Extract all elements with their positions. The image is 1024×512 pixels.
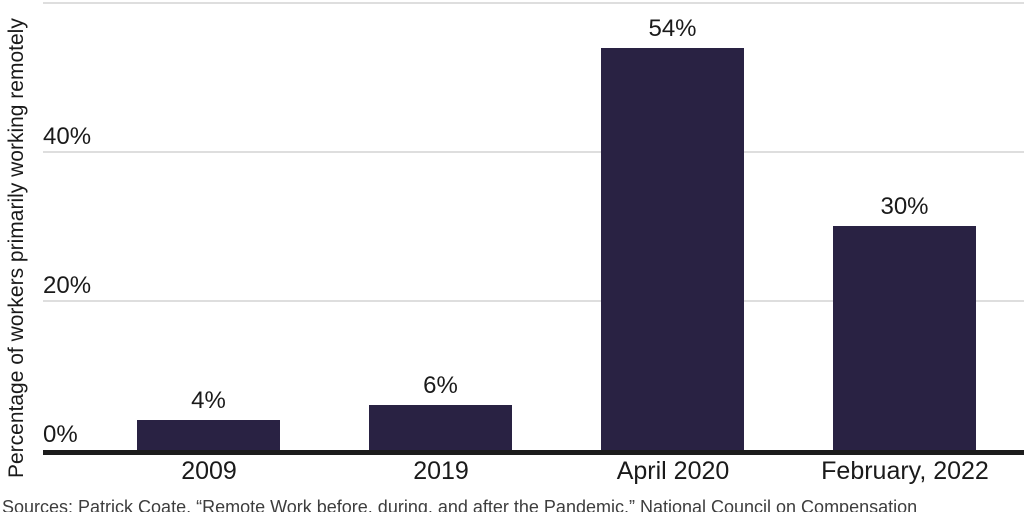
x-axis-line xyxy=(43,450,1024,455)
x-axis-label: 2009 xyxy=(181,457,237,485)
bar-value-label: 54% xyxy=(648,15,697,42)
x-axis-label: 2019 xyxy=(413,457,469,485)
source-note: Sources: Patrick Coate, “Remote Work bef… xyxy=(2,497,918,512)
bar-value-label: 4% xyxy=(191,387,226,414)
bar xyxy=(833,226,976,450)
x-axis-label: February, 2022 xyxy=(821,457,989,485)
bar xyxy=(601,48,744,450)
bar-value-label: 30% xyxy=(880,193,929,220)
y-gridline xyxy=(43,2,1024,4)
y-tick-label: 40% xyxy=(43,123,92,150)
y-gridline xyxy=(43,151,1024,153)
bar-value-label: 6% xyxy=(423,372,458,399)
y-axis-title: Percentage of workers primarily working … xyxy=(5,18,28,478)
y-gridline xyxy=(43,300,1024,302)
bar xyxy=(369,405,512,450)
bar xyxy=(137,420,280,450)
y-tick-label: 0% xyxy=(43,421,78,448)
y-tick-label: 20% xyxy=(43,272,92,299)
x-axis-label: April 2020 xyxy=(616,457,730,485)
